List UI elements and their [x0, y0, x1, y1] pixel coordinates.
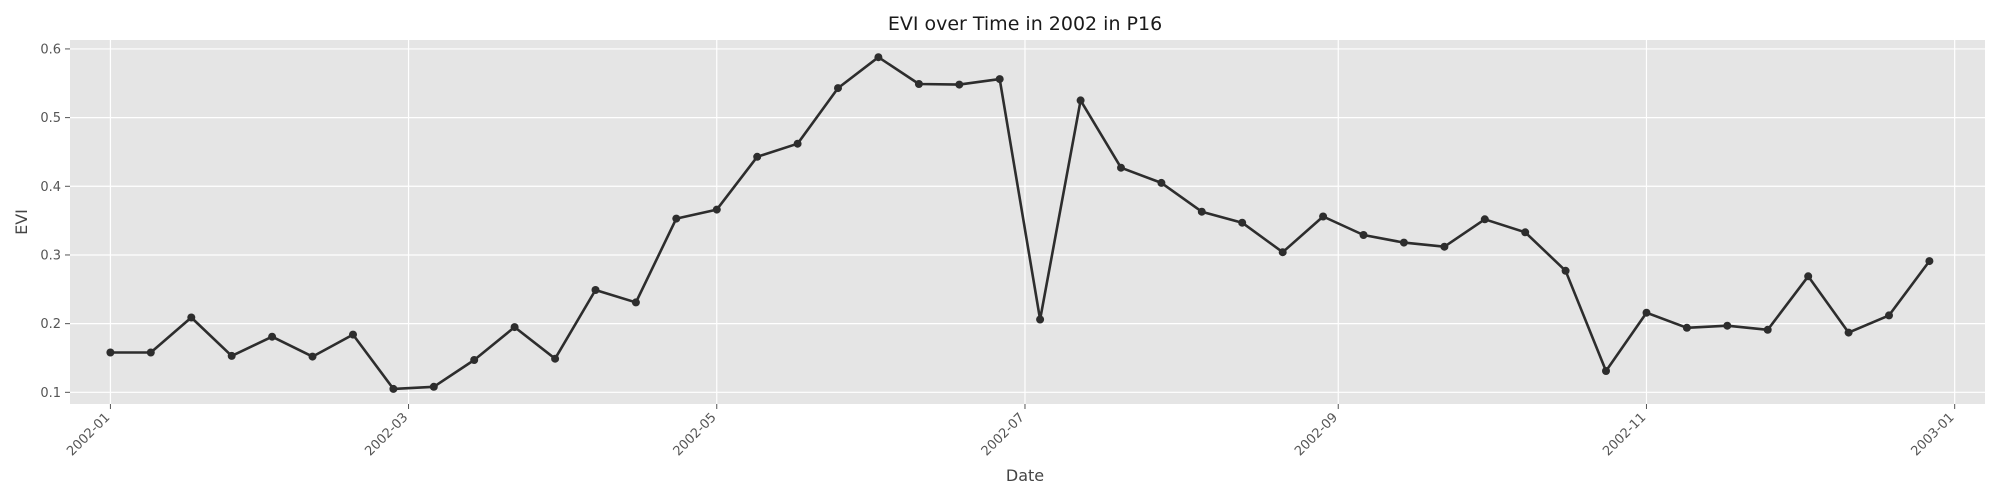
data-point [712, 205, 721, 214]
data-point [995, 75, 1004, 84]
x-axis-label: Date [1006, 466, 1044, 485]
data-point [1885, 311, 1893, 320]
data-point [1561, 266, 1570, 275]
x-axis-ticks: 2002-01 2002-03 2002-05 2002-07 2002-09 2002-… [64, 404, 1958, 459]
data-point [1278, 248, 1287, 257]
y-tick-label: 0.4 [40, 180, 61, 195]
x-tick-label: 2003-01 [1908, 410, 1957, 459]
data-point [227, 351, 236, 360]
data-point [146, 348, 155, 357]
data-point [914, 80, 923, 88]
x-tick-label: 2002-03 [362, 410, 411, 459]
chart-title: EVI over Time in 2002 in P16 [888, 13, 1162, 35]
data-point [268, 332, 277, 341]
data-point [1319, 212, 1328, 221]
data-point [470, 356, 479, 364]
data-point [1804, 272, 1813, 281]
data-point [308, 352, 317, 361]
y-tick-label: 0.2 [40, 317, 61, 332]
data-point [753, 152, 762, 161]
data-point [672, 214, 681, 223]
y-tick-label: 0.5 [40, 111, 61, 126]
y-axis-ticks: 0.1 0.2 0.3 0.4 0.5 0.6 [40, 42, 70, 401]
series-evi [106, 53, 1934, 393]
data-point [1723, 321, 1732, 330]
data-point [1359, 231, 1368, 239]
data-point [551, 354, 560, 363]
data-point [874, 53, 883, 62]
plot-area [70, 40, 1985, 404]
x-tick-label: 2002-07 [979, 410, 1028, 459]
data-point [429, 382, 438, 391]
data-point [591, 286, 600, 294]
data-point [1440, 242, 1449, 251]
data-point [793, 139, 802, 148]
data-point [1117, 163, 1125, 172]
data-point [955, 80, 964, 89]
data-point [187, 313, 196, 322]
data-point [1157, 178, 1166, 187]
x-tick-label: 2002-01 [64, 410, 113, 459]
data-point [1036, 315, 1045, 324]
x-tick-label: 2002-09 [1292, 410, 1341, 459]
data-point [1682, 323, 1691, 332]
series-line [110, 55, 1931, 391]
data-point [1399, 238, 1408, 247]
data-point [106, 348, 115, 357]
y-axis-label: EVI [12, 209, 31, 235]
grid-lines [70, 40, 1985, 404]
data-point [1238, 218, 1247, 227]
y-tick-label: 0.1 [40, 386, 61, 401]
data-point [389, 384, 398, 393]
x-tick-label: 2002-05 [671, 410, 720, 459]
data-point [834, 84, 842, 93]
x-tick-label: 2002-11 [1600, 410, 1649, 459]
data-point [1197, 207, 1206, 216]
data-point [1076, 96, 1085, 105]
data-point [631, 298, 640, 307]
data-point [1480, 215, 1489, 224]
data-point [349, 330, 357, 339]
data-point [1763, 325, 1772, 334]
data-point [510, 323, 519, 332]
data-point [1521, 228, 1530, 237]
data-point [1925, 257, 1934, 266]
y-tick-label: 0.3 [40, 248, 61, 263]
data-point [1642, 308, 1651, 317]
y-tick-label: 0.6 [40, 42, 61, 57]
data-point [1602, 367, 1610, 375]
data-point [1844, 328, 1853, 337]
